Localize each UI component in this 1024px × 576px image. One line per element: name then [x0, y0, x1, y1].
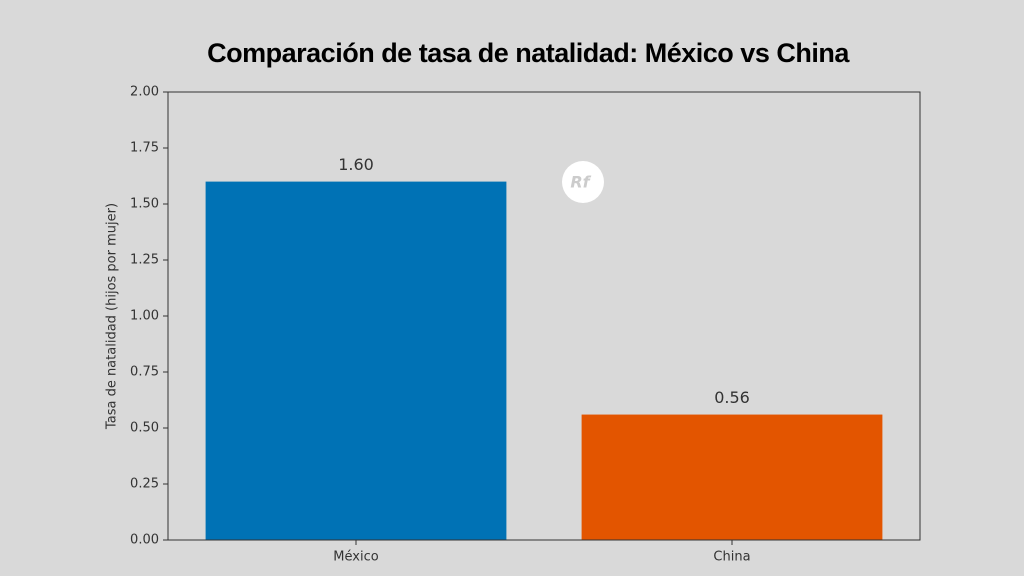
chart-title: Comparación de tasa de natalidad: México…	[207, 38, 850, 68]
watermark-badge	[562, 161, 604, 203]
y-tick-label: 0.50	[130, 421, 159, 436]
y-tick-label: 1.00	[130, 309, 159, 324]
value-label: 0.56	[714, 388, 750, 407]
y-tick-label: 1.75	[130, 141, 159, 156]
y-tick-label: 0.25	[130, 477, 159, 492]
bar	[581, 414, 883, 540]
watermark: Rf	[570, 173, 591, 192]
plot-frame	[167, 91, 921, 541]
y-axis-label: Tasa de natalidad (hijos por mujer)	[105, 203, 120, 430]
x-tick-label: China	[713, 550, 750, 565]
value-label: 1.60	[338, 155, 374, 174]
y-tick-label: 0.00	[130, 533, 159, 548]
bar	[205, 181, 507, 540]
y-tick-label: 1.25	[130, 253, 159, 268]
y-tick-label: 0.75	[130, 365, 159, 380]
y-tick-label: 2.00	[130, 85, 159, 100]
x-tick-label: México	[333, 550, 378, 565]
y-tick-label: 1.50	[130, 197, 159, 212]
